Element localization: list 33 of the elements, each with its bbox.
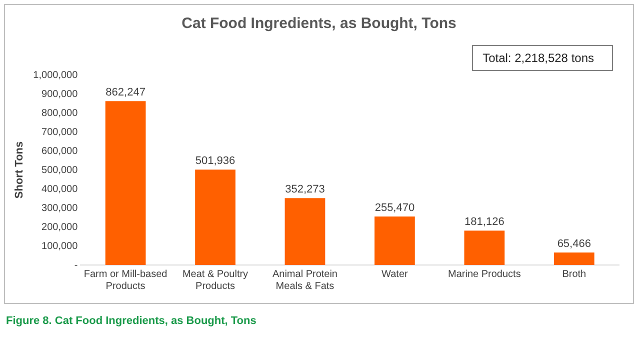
y-tick-label: 400,000 (42, 184, 78, 195)
y-tick-label: - (74, 260, 78, 271)
data-label: 501,936 (195, 155, 236, 168)
y-tick-label: 700,000 (42, 126, 78, 138)
y-tick-label: 600,000 (42, 146, 78, 157)
bar (464, 230, 505, 265)
bar (105, 101, 146, 265)
data-label: 255,470 (374, 202, 415, 214)
x-tick-label: Broth (562, 268, 586, 280)
data-label: 65,466 (557, 238, 591, 250)
caption: Figure 8. Cat Food Ingredients, as Bought, Tons (6, 315, 256, 327)
x-tick-label: Farm or Mill-based Products (84, 268, 168, 292)
y-tick-label: 1,000,000 (33, 70, 78, 81)
x-tick-label: Water (382, 268, 409, 280)
y-axis-title: Short Tons (14, 141, 26, 199)
data-label: 862,247 (106, 86, 146, 99)
x-tick-label: Meat & Poultry Products (182, 268, 248, 292)
bar (284, 198, 326, 265)
x-tick-label: Animal Protein Meals & Fats (272, 268, 338, 292)
y-tick-label: 100,000 (42, 240, 78, 252)
y-tick-label: 800,000 (42, 108, 78, 119)
x-tick-label: Marine Products (448, 268, 521, 280)
data-label: 352,273 (285, 184, 325, 196)
y-tick-label: 500,000 (42, 164, 78, 176)
bar (554, 252, 594, 265)
y-tick-label: 300,000 (42, 202, 78, 214)
y-tick-label: 200,000 (42, 222, 78, 233)
bar (374, 216, 415, 265)
bar (195, 170, 236, 265)
chart-title: Cat Food Ingredients, as Bought, Tons (180, 15, 458, 32)
y-tick-label: 900,000 (42, 88, 78, 100)
text: Total: 2,218,528 tons (472, 45, 613, 71)
data-label: 181,126 (464, 216, 504, 228)
